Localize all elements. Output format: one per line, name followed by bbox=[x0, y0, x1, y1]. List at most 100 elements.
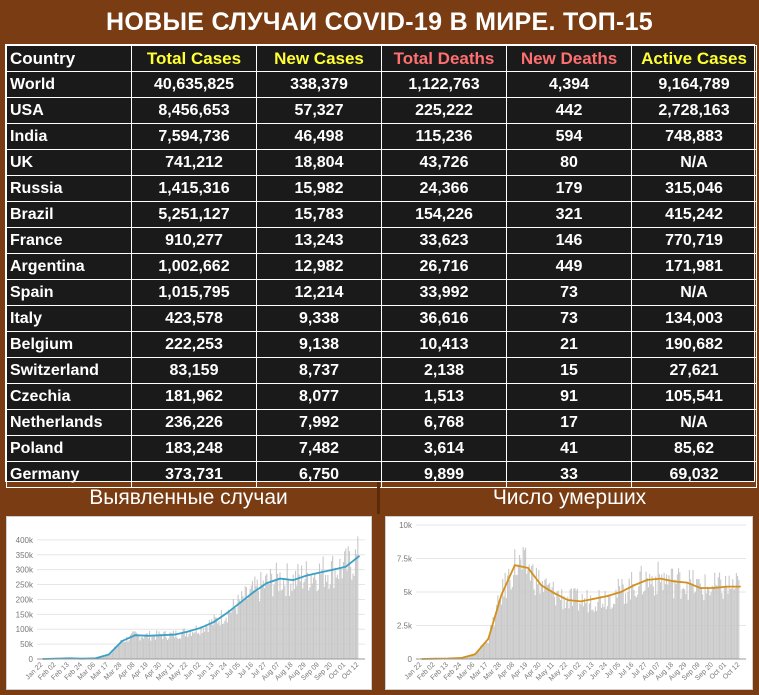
bar bbox=[529, 580, 531, 659]
data-point bbox=[200, 626, 202, 629]
table-row: UK 741,212 18,804 43,726 80 N/A bbox=[6, 149, 757, 176]
value-cell: 36,616 bbox=[381, 305, 507, 332]
bar bbox=[665, 574, 668, 659]
country-cell: Czechia bbox=[6, 383, 132, 410]
bar bbox=[212, 624, 214, 659]
country-cell: Switzerland bbox=[6, 357, 132, 384]
data-point bbox=[725, 585, 728, 588]
bar bbox=[286, 563, 288, 659]
value-cell: 85,62 bbox=[631, 435, 757, 462]
bar bbox=[113, 649, 115, 659]
bar bbox=[122, 641, 124, 659]
bar bbox=[600, 607, 603, 659]
bar bbox=[635, 597, 637, 659]
bar bbox=[223, 623, 225, 659]
cases-chart: 0 50k 100k 150k 200k 250k 300k 350k 400k Jan 22 Fe… bbox=[6, 516, 372, 690]
value-cell: 8,077 bbox=[256, 383, 382, 410]
bar bbox=[236, 614, 238, 659]
bar bbox=[594, 606, 597, 659]
bar bbox=[691, 583, 693, 659]
bar bbox=[504, 572, 506, 659]
bar bbox=[668, 575, 670, 659]
bar bbox=[663, 572, 665, 659]
bar bbox=[267, 582, 269, 659]
bar bbox=[682, 588, 684, 659]
bar bbox=[581, 593, 583, 659]
table-row: Belgium 222,253 9,138 10,413 21 190,682 bbox=[6, 331, 757, 358]
bar bbox=[192, 632, 194, 659]
value-cell: 15,982 bbox=[256, 175, 382, 202]
bar bbox=[641, 594, 643, 659]
header-active-cases: Active Cases bbox=[631, 45, 757, 72]
bar bbox=[722, 598, 724, 659]
bar bbox=[579, 603, 581, 659]
bar bbox=[604, 590, 606, 659]
bar bbox=[679, 572, 681, 659]
y-tick-label: 250k bbox=[16, 581, 34, 590]
bar bbox=[506, 575, 509, 659]
bar bbox=[499, 600, 501, 659]
bar bbox=[638, 586, 640, 659]
bar bbox=[473, 653, 475, 659]
bar bbox=[295, 570, 297, 659]
bar bbox=[653, 595, 656, 659]
bar bbox=[237, 594, 239, 659]
table-row: Italy 423,578 9,338 36,616 73 134,003 bbox=[6, 305, 757, 332]
bar bbox=[669, 582, 671, 659]
bar bbox=[692, 570, 694, 659]
bar bbox=[651, 576, 653, 659]
bar bbox=[298, 574, 300, 659]
data-point bbox=[606, 595, 609, 597]
bar bbox=[570, 588, 572, 659]
bar bbox=[219, 625, 221, 659]
bar bbox=[706, 586, 709, 659]
table-row: France 910,277 13,243 33,623 146 770,719 bbox=[6, 227, 757, 254]
bar bbox=[515, 574, 517, 659]
bar bbox=[134, 631, 136, 659]
table-row: Poland 183,248 7,482 3,614 41 85,62 bbox=[6, 435, 757, 462]
data-point bbox=[633, 584, 635, 587]
bar bbox=[709, 595, 711, 659]
bar bbox=[475, 653, 477, 659]
bar bbox=[101, 656, 103, 659]
bar bbox=[284, 585, 286, 659]
data-point bbox=[173, 633, 176, 636]
bar bbox=[139, 640, 141, 659]
table-header-row: Country Total Cases New Cases Total Deat… bbox=[6, 45, 757, 72]
bar bbox=[196, 633, 198, 659]
y-tick-label: 2.5k bbox=[397, 622, 413, 631]
bar bbox=[476, 651, 478, 659]
bar bbox=[488, 637, 491, 659]
bar bbox=[729, 588, 731, 659]
bar bbox=[210, 624, 212, 659]
bar bbox=[497, 595, 499, 659]
data-point bbox=[619, 591, 622, 593]
country-cell: Belgium bbox=[6, 331, 132, 358]
bar bbox=[102, 655, 104, 659]
bar bbox=[505, 598, 507, 659]
y-tick-label: 0 bbox=[29, 655, 34, 664]
data-point bbox=[358, 555, 360, 558]
bar bbox=[205, 625, 207, 659]
bar bbox=[278, 591, 280, 659]
data-point bbox=[121, 640, 123, 643]
value-cell: 9,138 bbox=[256, 331, 382, 358]
bar bbox=[265, 575, 267, 659]
bar bbox=[567, 596, 569, 659]
bar bbox=[193, 633, 195, 659]
y-tick-label: 300k bbox=[16, 566, 34, 575]
cases-chart-title: Выявленные случаи bbox=[89, 486, 288, 509]
bar bbox=[593, 611, 595, 659]
bar bbox=[200, 626, 202, 659]
bar bbox=[324, 574, 327, 659]
bar bbox=[555, 605, 557, 659]
table-row: Russia 1,415,316 15,982 24,366 179 315,046 bbox=[6, 175, 757, 202]
value-cell: 183,248 bbox=[131, 435, 257, 462]
bar bbox=[309, 587, 311, 659]
page-title: НОВЫЕ СЛУЧАИ COVID-19 В МИРЕ. ТОП-15 bbox=[106, 8, 653, 36]
table-row: USA 8,456,653 57,327 225,222 442 2,728,163 bbox=[6, 97, 757, 124]
y-tick-label: 0 bbox=[408, 655, 413, 664]
data-point bbox=[672, 580, 675, 583]
bar bbox=[496, 604, 498, 659]
bar bbox=[527, 569, 529, 659]
